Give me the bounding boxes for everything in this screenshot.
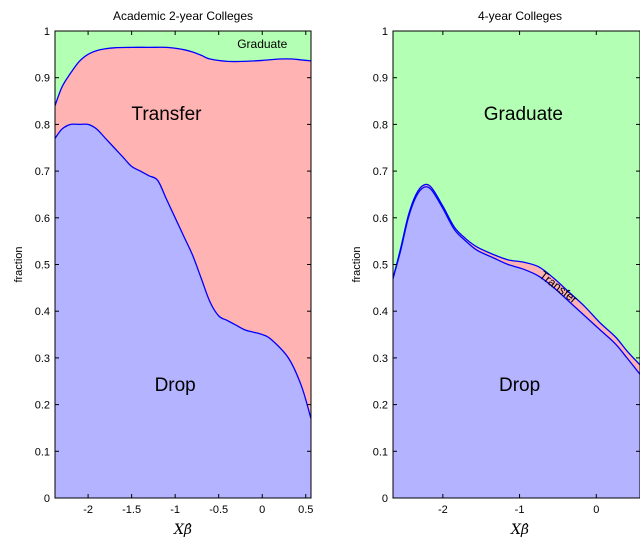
two-year-xtick-label: -1.5 — [122, 504, 141, 516]
four-year-line-drop-upper — [393, 186, 640, 375]
four-year-xtick-label: -2 — [438, 504, 448, 516]
four-year-region-label-graduate: Graduate — [484, 104, 563, 125]
two-year-line-transfer-upper — [55, 46, 311, 106]
two-year-panel: Transfer Drop Graduate 0 0.1 0.2 0.3 0.4 0.5 0.6 0… — [13, 9, 313, 538]
two-year-xtick-label: -1 — [170, 504, 180, 516]
two-year-ytick-label: 0.6 — [35, 213, 50, 225]
four-year-x-axis-label: Xβ̂ — [510, 522, 529, 538]
two-year-xtick-label: 0.5 — [298, 504, 313, 516]
four-year-region-label-drop: Drop — [499, 375, 540, 396]
four-year-ytick-label: 0.2 — [373, 400, 388, 412]
four-year-xtick-label: -1 — [515, 504, 525, 516]
four-year-area-drop — [393, 186, 640, 498]
two-year-region-label-drop: Drop — [155, 375, 196, 396]
two-year-ytick-label: 0.2 — [35, 400, 50, 412]
four-year-xtick-label: 0 — [593, 504, 599, 516]
two-year-xtick-label: -2 — [83, 504, 93, 516]
two-year-ytick-label: 0.5 — [35, 260, 50, 272]
four-year-ytick-label: 0.8 — [373, 119, 388, 131]
four-year-ytick-label: 0.6 — [373, 213, 388, 225]
four-year-ytick-label: 0.7 — [373, 166, 388, 178]
four-year-ytick-label: 0 — [382, 493, 388, 505]
two-year-area-drop — [55, 124, 311, 498]
two-year-areas — [55, 31, 311, 498]
two-year-ytick-label: 0.9 — [35, 73, 50, 85]
four-year-line-transfer-upper — [393, 183, 640, 366]
two-year-ytick-label: 0.3 — [35, 353, 50, 365]
two-year-ytick-label: 0.1 — [35, 446, 50, 458]
two-year-ytick-label: 0.7 — [35, 166, 50, 178]
four-year-areas — [393, 31, 640, 498]
four-year-ytick-label: 0.9 — [373, 73, 388, 85]
two-year-region-label-graduate: Graduate — [237, 37, 287, 51]
two-year-ytick-label: 1 — [44, 26, 50, 38]
two-year-xtick-label: 0 — [259, 504, 265, 516]
four-year-ytick-label: 0.4 — [373, 306, 388, 318]
two-year-x-axis-label: Xβ̂ — [173, 522, 192, 538]
two-year-y-axis-label: fraction — [13, 246, 25, 282]
two-year-line-drop-upper — [55, 123, 311, 419]
two-year-ytick-label: 0.8 — [35, 119, 50, 131]
two-year-chart-title: Academic 2-year Colleges — [113, 9, 253, 23]
four-year-panel: GraduateDropTransfer00.10.20.30.40.50.60… — [351, 9, 640, 538]
two-year-ytick-label: 0.4 — [35, 306, 50, 318]
two-year-ytick-label: 0 — [44, 493, 50, 505]
four-year-ytick-label: 0.5 — [373, 260, 388, 272]
two-year-region-label-transfer: Transfer — [131, 104, 202, 125]
four-year-chart-title: 4-year Colleges — [478, 9, 562, 23]
four-year-ytick-label: 1 — [382, 26, 388, 38]
four-year-ytick-label: 0.3 — [373, 353, 388, 365]
two-year-xtick-label: -0.5 — [209, 504, 228, 516]
four-year-y-axis-label: fraction — [351, 246, 363, 282]
four-year-ytick-label: 0.1 — [373, 446, 388, 458]
